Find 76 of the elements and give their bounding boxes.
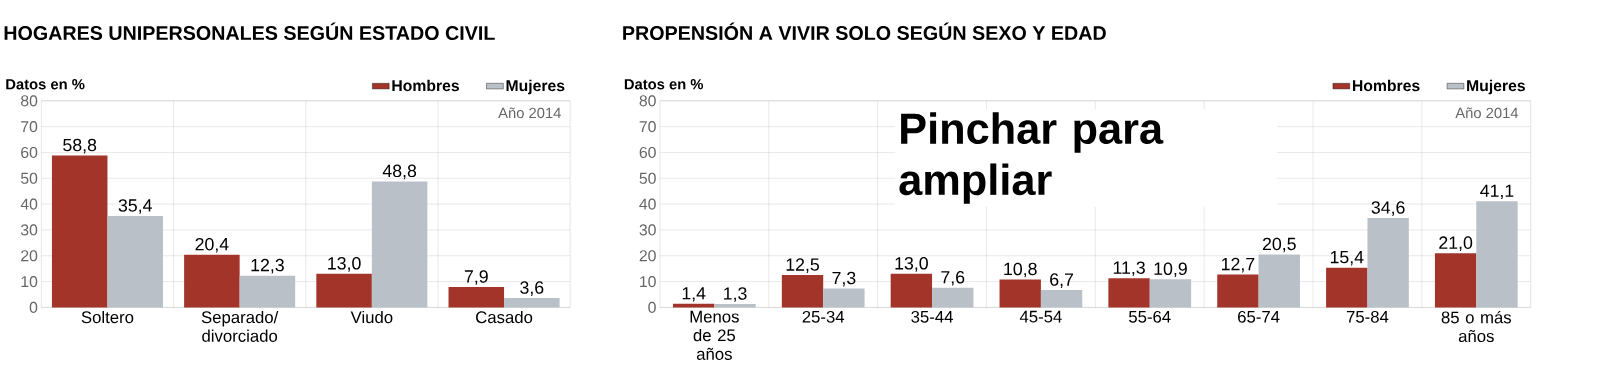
data-label: 35,4 <box>118 199 152 215</box>
legend-label: Mujeres <box>506 79 565 95</box>
data-label: 7,3 <box>832 271 856 287</box>
data-label: 3,6 <box>520 281 544 297</box>
x-tick-label: 65-74 <box>1238 311 1280 323</box>
y-tick-label: 30 <box>639 224 656 236</box>
bar <box>51 155 108 308</box>
x-tick-label: 25-34 <box>802 311 845 323</box>
data-label: 12,7 <box>1222 258 1255 273</box>
data-label: 6,7 <box>1050 273 1074 289</box>
chart-title: HOGARES UNIPERSONALES SEGÚN ESTADO CIVIL <box>4 22 495 41</box>
y-tick-label: 0 <box>648 302 656 314</box>
x-tick-label: 55-64 <box>1129 311 1171 323</box>
data-label: 7,9 <box>464 270 488 286</box>
bar <box>1326 267 1368 308</box>
x-tick-label: Menos de 25 años <box>690 311 739 361</box>
data-label: 12,3 <box>251 259 284 274</box>
data-label: 1,3 <box>724 287 747 303</box>
bar <box>1217 274 1259 308</box>
bar <box>316 274 372 308</box>
bar <box>1434 253 1477 308</box>
x-tick-label: Casado <box>476 311 533 324</box>
y-tick-label: 60 <box>21 147 38 159</box>
data-label: 10,9 <box>1154 262 1187 278</box>
x-tick-label: 35-44 <box>911 311 953 323</box>
x-tick-label: 85 o más años <box>1441 311 1512 343</box>
data-label: 12,5 <box>786 258 820 274</box>
y-tick-label: 20 <box>639 250 656 262</box>
data-label: 1,4 <box>682 287 706 302</box>
y-tick-label: 40 <box>20 198 38 210</box>
data-label: 10,8 <box>1004 262 1037 278</box>
x-tick-label: 75-84 <box>1346 311 1389 323</box>
y-tick-label: 50 <box>20 172 38 185</box>
data-label: 48,8 <box>382 164 417 180</box>
x-tick-label: Separado/ divorciado <box>201 311 279 343</box>
y-tick-label: 0 <box>29 302 38 314</box>
y-tick-label: 80 <box>639 95 656 107</box>
annotation: Año 2014 <box>1455 107 1519 119</box>
x-tick-label: Viudo <box>350 311 393 324</box>
y-tick-label: 60 <box>639 147 656 159</box>
legend-label: Mujeres <box>1467 79 1525 95</box>
x-tick-label: 45-54 <box>1019 311 1062 323</box>
y-axis-title: Datos en % <box>6 79 85 90</box>
x-tick-label: Soltero <box>81 311 134 324</box>
data-label: 21,0 <box>1439 236 1473 252</box>
data-label: 58,8 <box>63 138 97 154</box>
data-label: 15,4 <box>1330 251 1364 266</box>
data-label: 13,0 <box>328 257 361 272</box>
y-tick-label: 10 <box>640 276 656 288</box>
data-label: 11,3 <box>1113 261 1145 277</box>
y-tick-label: 40 <box>639 198 656 210</box>
data-label: 20,4 <box>195 238 229 253</box>
y-tick-label: 70 <box>639 121 656 133</box>
legend-label: Hombres <box>392 79 459 92</box>
annotation: Pinchar para ampliar <box>899 112 1164 205</box>
y-tick-label: 20 <box>21 250 38 262</box>
data-label: 41,1 <box>1480 184 1514 200</box>
legend-label: Hombres <box>1352 79 1420 92</box>
bar <box>781 275 824 308</box>
y-axis-title: Datos en % <box>624 79 704 90</box>
bar <box>448 287 505 308</box>
data-label: 20,5 <box>1262 237 1296 253</box>
bar <box>184 254 240 308</box>
y-tick-label: 80 <box>21 95 38 107</box>
bar <box>999 279 1041 308</box>
data-label: 7,6 <box>941 271 965 286</box>
data-label: 34,6 <box>1371 201 1405 217</box>
annotation: Año 2014 <box>498 107 561 119</box>
data-label: 13,0 <box>895 257 928 272</box>
y-tick-label: 50 <box>639 172 656 185</box>
y-tick-label: 30 <box>20 224 38 236</box>
chart-title: PROPENSIÓN A VIVIR SOLO SEGÚN SEXO Y EDAD <box>623 22 1106 41</box>
y-tick-label: 70 <box>21 121 38 133</box>
y-tick-label: 10 <box>21 276 38 288</box>
bar <box>1108 278 1150 308</box>
bar <box>890 274 933 308</box>
